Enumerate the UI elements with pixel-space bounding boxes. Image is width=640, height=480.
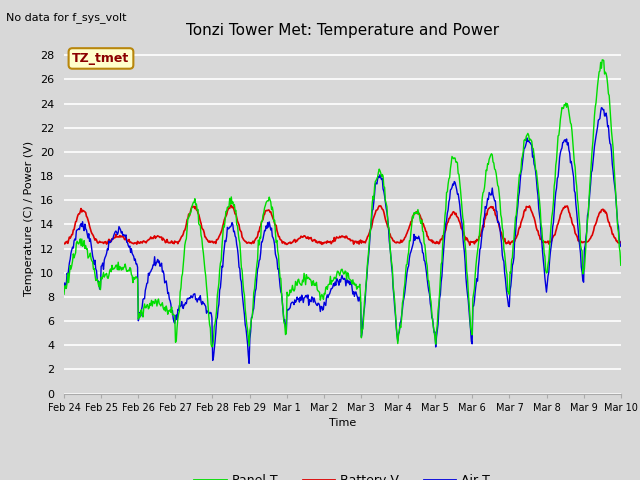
Text: TZ_tmet: TZ_tmet (72, 52, 130, 65)
Y-axis label: Temperature (C) / Power (V): Temperature (C) / Power (V) (24, 141, 35, 296)
Title: Tonzi Tower Met: Temperature and Power: Tonzi Tower Met: Temperature and Power (186, 23, 499, 38)
Text: No data for f_sys_volt: No data for f_sys_volt (6, 12, 127, 23)
Legend: Panel T, Battery V, Air T: Panel T, Battery V, Air T (189, 469, 495, 480)
X-axis label: Time: Time (329, 418, 356, 428)
